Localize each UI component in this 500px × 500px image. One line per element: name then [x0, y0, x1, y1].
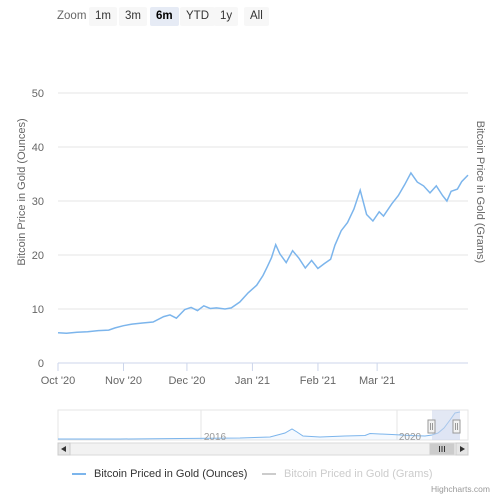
- zoom-button-all[interactable]: All: [244, 7, 269, 26]
- legend-label: Bitcoin Priced in Gold (Ounces): [94, 468, 248, 480]
- zoom-button-ytd[interactable]: YTD: [180, 7, 215, 26]
- legend-label: Bitcoin Priced in Gold (Grams): [284, 468, 433, 480]
- y-tick-label: 30: [32, 196, 44, 208]
- series-line-ounces[interactable]: [57, 171, 469, 335]
- grid-lines: [58, 92, 468, 364]
- legend-item-ounces[interactable]: Bitcoin Priced in Gold (Ounces): [72, 468, 247, 480]
- navigator-series-area: [58, 412, 460, 440]
- navigator-right-handle[interactable]: [452, 419, 461, 434]
- zoom-label: Zoom: [57, 10, 87, 22]
- x-tick-label: Oct '20: [41, 375, 76, 387]
- navigator[interactable]: 2016 2020: [57, 409, 469, 443]
- y-tick-label: 40: [32, 142, 44, 154]
- chevron-right-icon: [460, 446, 465, 452]
- y-tick-label: 50: [32, 88, 44, 100]
- y-tick-label: 10: [32, 304, 44, 316]
- navigator-left-handle[interactable]: [427, 419, 436, 434]
- legend-item-grams[interactable]: Bitcoin Priced in Gold (Grams): [262, 468, 433, 480]
- chevron-left-icon: [61, 446, 66, 452]
- zoom-button-1m[interactable]: 1m: [89, 7, 117, 26]
- x-tick-label: Nov '20: [105, 375, 142, 387]
- x-tick-label: Jan '21: [235, 375, 270, 387]
- x-axis-ticks: Oct '20 Nov '20 Dec '20 Jan '21 Feb '21 Mar '…: [41, 363, 395, 387]
- zoom-button-1y[interactable]: 1y: [214, 7, 239, 26]
- credits-link[interactable]: Highcharts.com: [430, 484, 490, 494]
- navigator-tick-label: 2016: [204, 432, 227, 443]
- legend-swatch: [262, 473, 276, 475]
- y-axis-ticks: 0 10 20 30 40 50: [32, 88, 44, 370]
- zoom-button-3m[interactable]: 3m: [119, 7, 147, 26]
- y-axis-left-title: Bitcoin Price in Gold (Ounces): [16, 118, 28, 266]
- y-axis-right-title: Bitcoin Price in Gold (Grams): [474, 120, 486, 264]
- y-tick-label: 0: [38, 358, 44, 370]
- y-tick-label: 20: [32, 250, 44, 262]
- zoom-button-6m[interactable]: 6m: [150, 7, 179, 26]
- scrollbar[interactable]: [57, 442, 469, 456]
- x-tick-label: Dec '20: [168, 375, 205, 387]
- x-tick-label: Feb '21: [300, 375, 336, 387]
- navigator-tick-label: 2020: [399, 432, 422, 443]
- x-tick-label: Mar '21: [359, 375, 395, 387]
- scrollbar-track[interactable]: [57, 442, 469, 456]
- legend-swatch: [72, 473, 86, 475]
